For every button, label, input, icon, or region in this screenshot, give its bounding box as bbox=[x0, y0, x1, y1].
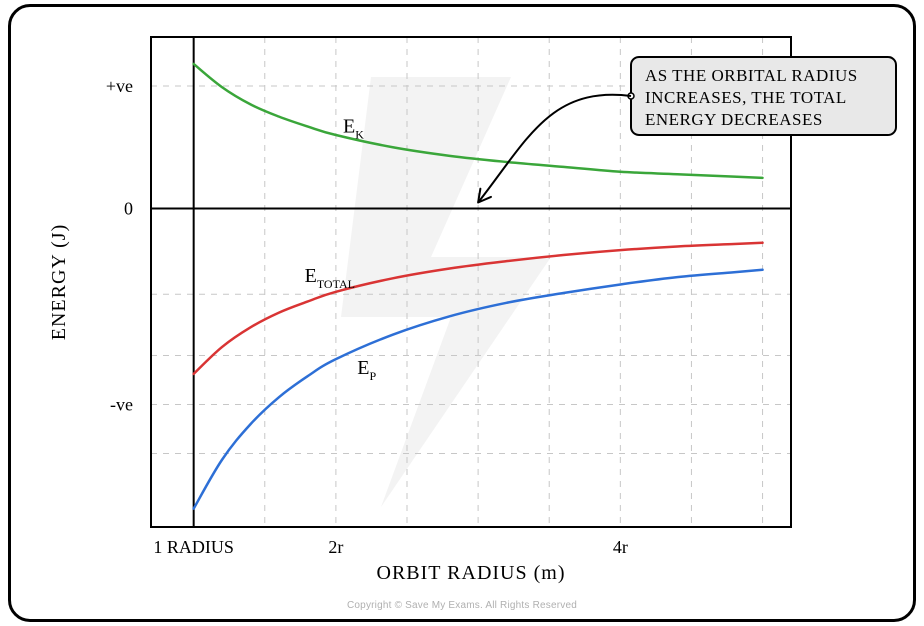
callout-arrow bbox=[478, 95, 631, 203]
callout-text-line: INCREASES, THE TOTAL bbox=[645, 88, 847, 107]
y-tick-label: -ve bbox=[110, 395, 133, 415]
y-tick-label: 0 bbox=[124, 199, 133, 219]
watermark-lightning-icon bbox=[341, 77, 551, 507]
x-tick-label: 4r bbox=[613, 537, 628, 557]
series-label-Ep: EP bbox=[357, 357, 376, 383]
callout-text-line: AS THE ORBITAL RADIUS bbox=[645, 66, 858, 85]
x-tick-label: 1 RADIUS bbox=[153, 537, 234, 557]
y-tick-label: +ve bbox=[106, 76, 133, 96]
callout-text-line: ENERGY DECREASES bbox=[645, 110, 823, 129]
x-axis-label: ORBIT RADIUS (m) bbox=[377, 562, 566, 584]
x-tick-label: 2r bbox=[328, 537, 343, 557]
copyright-text: Copyright © Save My Exams. All Rights Re… bbox=[11, 600, 913, 611]
energy-vs-radius-chart: EKETOTALEP+ve0-ve1 RADIUS2r4rENERGY (J)O… bbox=[11, 7, 913, 597]
y-axis-label: ENERGY (J) bbox=[48, 224, 70, 340]
chart-frame: EKETOTALEP+ve0-ve1 RADIUS2r4rENERGY (J)O… bbox=[8, 4, 916, 622]
